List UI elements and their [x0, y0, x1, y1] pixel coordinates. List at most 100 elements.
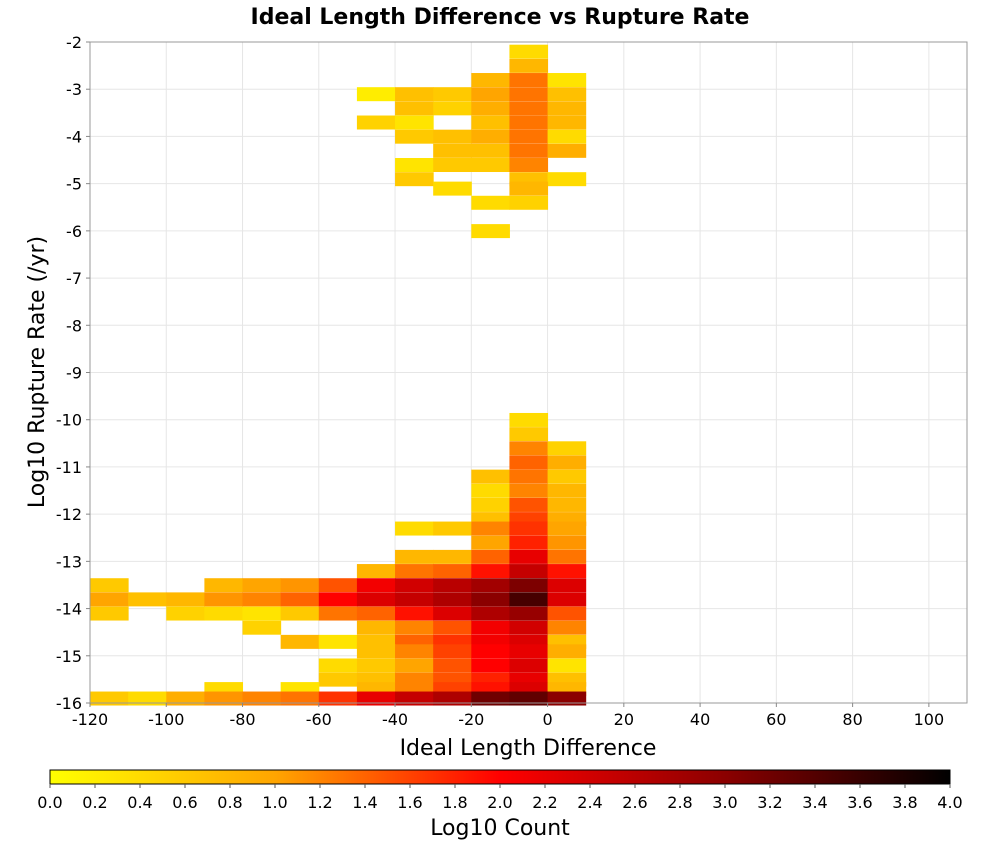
heatmap-cell	[356, 644, 396, 659]
heatmap-cell	[471, 564, 510, 579]
heatmap-cell	[509, 73, 549, 88]
heatmap-cell	[547, 129, 587, 144]
x-tick-label: 100	[914, 710, 945, 729]
heatmap-cell	[433, 129, 472, 144]
x-tick-label: -120	[72, 710, 108, 729]
heatmap-cell	[471, 469, 510, 484]
x-tick-label: 40	[690, 710, 710, 729]
y-axis-label: Log10 Rupture Rate (/yr)	[25, 236, 50, 508]
colorbar-tick-label: 2.2	[532, 793, 557, 812]
heatmap-cell	[509, 181, 549, 196]
heatmap-cell	[433, 620, 472, 635]
heatmap-cell	[509, 578, 549, 593]
heatmap-cell	[509, 658, 549, 673]
heatmap-cell	[433, 181, 472, 196]
colorbar-tick-label: 3.0	[712, 793, 737, 812]
heatmap-cell	[547, 172, 587, 187]
x-axis-label: Ideal Length Difference	[400, 736, 657, 761]
heatmap-cell	[509, 412, 549, 427]
heatmap-cell	[509, 535, 549, 550]
x-tick-label: -40	[382, 710, 408, 729]
heatmap-cell	[395, 87, 434, 102]
heatmap-cell	[509, 101, 549, 116]
heatmap-cell	[90, 691, 129, 706]
heatmap-cell	[471, 224, 510, 239]
heatmap-cell	[471, 158, 510, 173]
y-tick-label: -13	[56, 552, 82, 571]
heatmap-cell	[433, 521, 472, 536]
heatmap-cell	[318, 634, 358, 649]
y-tick-label: -4	[66, 127, 82, 146]
heatmap-cell	[395, 564, 434, 579]
colorbar-tick-label: 3.6	[847, 793, 872, 812]
heatmap-cell	[242, 578, 282, 593]
heatmap-cell	[395, 606, 434, 621]
heatmap-cell	[471, 87, 510, 102]
heatmap-cell	[471, 73, 510, 88]
heatmap-cell	[356, 620, 396, 635]
heatmap-cell	[356, 115, 396, 130]
colorbar-tick-label: 1.2	[307, 793, 332, 812]
heatmap-cell	[547, 441, 587, 456]
heatmap-cell	[395, 592, 434, 607]
heatmap-cell	[433, 578, 472, 593]
heatmap-cell	[509, 564, 549, 579]
heatmap-cell	[318, 658, 358, 673]
heatmap-cell	[395, 521, 434, 536]
heatmap-cell	[509, 87, 549, 102]
x-tick-label: 80	[842, 710, 862, 729]
heatmap-cell	[166, 592, 205, 607]
heatmap-cell	[471, 592, 510, 607]
y-tick-label: -2	[66, 33, 82, 52]
heatmap-cell	[395, 172, 434, 187]
colorbar	[49, 769, 951, 785]
heatmap-cell	[471, 497, 510, 512]
heatmap-cell	[547, 73, 587, 88]
heatmap-cell	[395, 549, 434, 564]
heatmap-cell	[395, 101, 434, 116]
heatmap-cell	[166, 606, 205, 621]
colorbar-tick-label: 2.8	[667, 793, 692, 812]
heatmap-cell	[395, 158, 434, 173]
y-tick-label: -12	[56, 505, 82, 524]
colorbar-tick-label: 1.6	[397, 793, 422, 812]
heatmap-cell	[356, 87, 396, 102]
colorbar-tick-label: 4.0	[937, 793, 962, 812]
x-tick-label: 0	[542, 710, 552, 729]
heatmap-cell	[509, 592, 549, 607]
heatmap-cell	[242, 620, 282, 635]
heatmap-cell	[547, 549, 587, 564]
heatmap-cell	[471, 521, 510, 536]
colorbar-tick-label: 1.8	[442, 793, 467, 812]
heatmap-cell	[433, 101, 472, 116]
heatmap-cell	[471, 143, 510, 158]
heatmap-cell	[471, 691, 510, 706]
heatmap-cell	[471, 578, 510, 593]
heatmap-cell	[509, 143, 549, 158]
colorbar-tick-label: 3.8	[892, 793, 917, 812]
x-axis-ticks: -120 -100 -80 -60 -40 -20 0 20 40 60 80 100	[72, 703, 944, 729]
heatmap-cell	[547, 521, 587, 536]
heatmap-cell	[242, 592, 282, 607]
heatmap-cell	[509, 455, 549, 470]
heatmap-cell	[509, 44, 549, 59]
heatmap-cell	[395, 644, 434, 659]
heatmap-cell	[547, 101, 587, 116]
heatmap-cell	[509, 158, 549, 173]
heatmap-cell	[547, 658, 587, 673]
heatmap-cell	[204, 606, 244, 621]
heatmap-cell	[280, 634, 320, 649]
heatmap-cell	[547, 87, 587, 102]
heatmap-cell	[547, 691, 587, 706]
heatmap-cell	[547, 620, 587, 635]
heatmap-cell	[509, 549, 549, 564]
heatmap-cell	[471, 101, 510, 116]
colorbar-tick-label: 2.0	[487, 793, 512, 812]
colorbar-tick-label: 1.0	[262, 793, 287, 812]
y-tick-label: -7	[66, 269, 82, 288]
colorbar-tick-label: 1.4	[352, 793, 377, 812]
y-tick-label: -3	[66, 80, 82, 99]
heatmap-cell	[318, 578, 358, 593]
heatmap-cell	[433, 158, 472, 173]
